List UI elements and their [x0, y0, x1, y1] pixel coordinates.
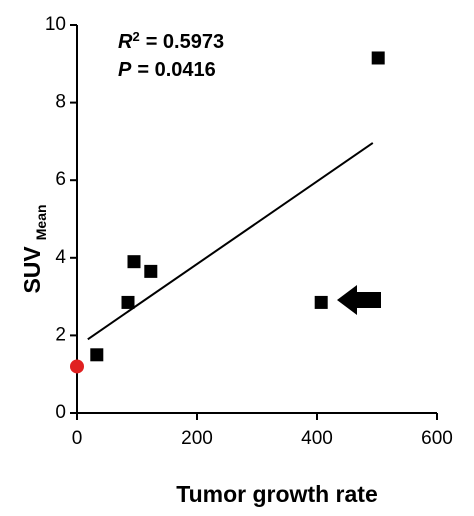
- y-tick-label: 4: [55, 247, 66, 268]
- y-axis-title-sub: Mean: [33, 204, 49, 240]
- y-tick-label: 2: [55, 324, 66, 345]
- point: [314, 295, 328, 309]
- x-tick-label: 400: [301, 428, 333, 449]
- x-tick-label: 200: [181, 428, 213, 449]
- point: [127, 255, 141, 269]
- y-axis-title-main: SUV: [19, 246, 45, 294]
- annotation-text: = 0.0416: [137, 59, 215, 81]
- annotation-text: = 0.5973: [146, 31, 224, 53]
- y-tick-label: 10: [45, 14, 66, 35]
- x-tick-label: 0: [72, 428, 83, 449]
- arrow: [337, 285, 381, 315]
- annotation-symbol: R: [118, 31, 133, 53]
- point: [144, 264, 158, 278]
- y-tick-label: 6: [55, 169, 66, 190]
- annotation-superscript: 2: [132, 29, 139, 44]
- y-tick-label: 0: [55, 402, 66, 423]
- x-tick-label: 600: [421, 428, 453, 449]
- annotation-symbol: P: [118, 59, 132, 81]
- point: [371, 51, 385, 65]
- annotation: R2 = 0.5973: [118, 29, 224, 53]
- fit-line: [87, 142, 374, 341]
- point: [70, 359, 84, 374]
- y-axis-title: SUV Mean: [19, 204, 49, 293]
- point: [90, 348, 104, 362]
- point: [121, 295, 135, 309]
- annotation: P = 0.0416: [118, 59, 216, 81]
- y-tick-label: 8: [55, 92, 66, 113]
- x-axis-title: Tumor growth rate: [176, 481, 377, 507]
